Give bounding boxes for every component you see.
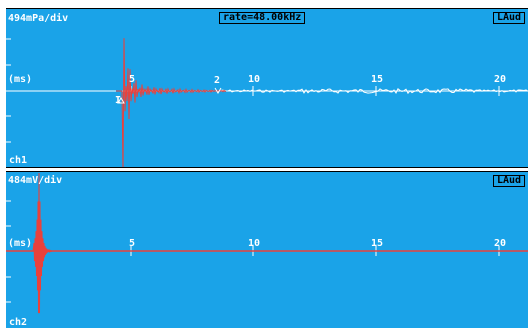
cursor-b-marker[interactable]: 2 [214,75,221,86]
ch1-noise-trace [216,88,528,95]
ch2-waveform-plot [6,172,528,314]
ch2-pulse-blob [34,244,44,258]
ch1-time-unit: (ms) [8,74,33,85]
ch1-tick-10: 10 [248,74,261,85]
channel-2-panel[interactable]: 484mV/div LAud (ms) 5 10 15 20 ch2 [6,171,528,328]
cursor-b-arrow-icon [214,87,222,94]
ch2-scale-label: 484mV/div [8,175,63,186]
ch1-tick-15: 15 [371,74,384,85]
ch1-mode-badge[interactable]: LAud [493,12,526,24]
cursor-a-arrow-icon [117,97,125,104]
ch1-channel-label: ch1 [9,155,28,166]
ch2-tick-5: 5 [129,238,136,249]
ch1-scale-label: 494mPa/div [8,13,69,24]
ch1-signal-trace [116,38,227,167]
ch2-tick-10: 10 [248,238,261,249]
ch2-mode-badge[interactable]: LAud [493,175,526,187]
channel-1-panel[interactable]: 494mPa/div rate=48.00kHz LAud (ms) 5 10 … [6,8,528,168]
ch2-signal-trace [32,172,53,314]
ch1-waveform-plot [6,38,528,167]
ch2-tick-20: 20 [494,238,507,249]
sample-rate-box[interactable]: rate=48.00kHz [219,12,306,24]
ch2-channel-label: ch2 [9,317,28,328]
ch1-tick-20: 20 [494,74,507,85]
ch1-tick-5: 5 [129,74,136,85]
cursor-a-marker[interactable]: I [115,95,122,106]
ch2-time-unit: (ms) [8,238,33,249]
ch2-tick-15: 15 [371,238,384,249]
